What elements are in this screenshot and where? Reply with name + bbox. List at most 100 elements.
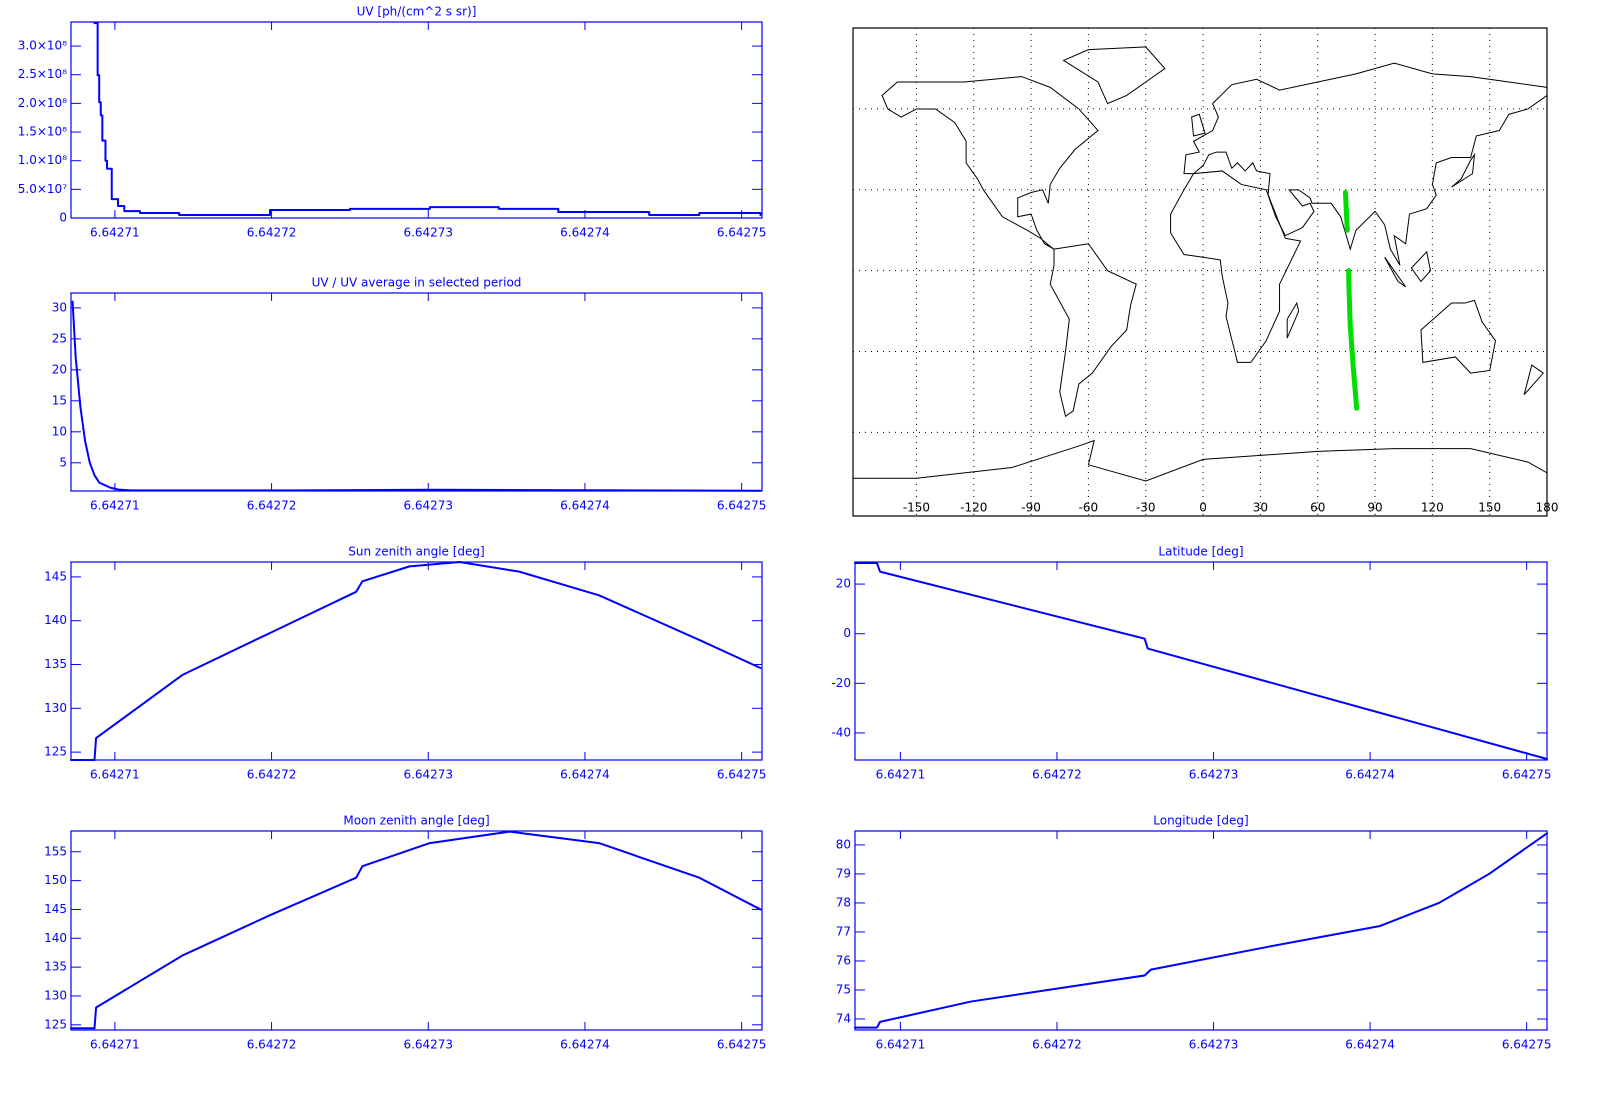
- y-tick-label: 5: [59, 455, 67, 469]
- y-tick-label: 130: [44, 988, 67, 1002]
- y-tick-label: 25: [52, 331, 67, 345]
- x-tick-label: 6.64274: [560, 226, 610, 240]
- y-tick-label: 145: [44, 569, 67, 583]
- y-tick-label: 30: [52, 300, 67, 314]
- y-tick-label: 135: [44, 960, 67, 974]
- x-tick-label: 6.64272: [1032, 1038, 1082, 1052]
- x-tick-label: -120: [960, 501, 987, 515]
- x-tick-label: 6.64275: [717, 1038, 767, 1052]
- x-tick-label: 120: [1421, 501, 1444, 515]
- y-tick-label: 75: [836, 982, 851, 996]
- x-tick-label: 6.64274: [560, 499, 610, 513]
- y-tick-label: 1.0×10⁸: [18, 153, 67, 167]
- plot-frame: [852, 27, 1548, 517]
- x-tick-label: 6.64275: [717, 768, 767, 782]
- x-tick-label: -60: [1079, 501, 1099, 515]
- y-tick-label: 80: [836, 837, 851, 851]
- x-tick-label: 180: [1536, 501, 1559, 515]
- x-tick-label: -150: [903, 501, 930, 515]
- x-tick-label: 6.64272: [247, 226, 297, 240]
- plot-frame: [70, 292, 763, 492]
- x-tick-label: 6.64273: [403, 226, 453, 240]
- x-tick-label: 6.64274: [560, 1038, 610, 1052]
- data-line: [854, 561, 1548, 761]
- x-tick-label: 0: [1199, 501, 1207, 515]
- chart-title: Sun zenith angle [deg]: [348, 545, 484, 559]
- y-tick-label: 130: [44, 701, 67, 715]
- x-tick-label: 6.64274: [1345, 768, 1395, 782]
- x-tick-label: 6.64271: [876, 768, 926, 782]
- x-tick-label: 6.64271: [90, 1038, 140, 1052]
- x-tick-label: 6.64273: [403, 1038, 453, 1052]
- coastlines: [850, 47, 1557, 481]
- x-tick-label: 6.64273: [1189, 768, 1239, 782]
- y-tick-label: 3.0×10⁸: [18, 39, 67, 53]
- chart-title: Moon zenith angle [deg]: [343, 814, 489, 828]
- x-tick-label: 6.64274: [560, 768, 610, 782]
- x-tick-label: 6.64272: [247, 768, 297, 782]
- x-tick-label: 6.64273: [403, 768, 453, 782]
- data-line: [71, 300, 762, 492]
- chart-title: Latitude [deg]: [1158, 545, 1243, 559]
- x-tick-label: 6.64272: [1032, 768, 1082, 782]
- x-tick-label: 30: [1253, 501, 1268, 515]
- x-tick-label: 60: [1310, 501, 1325, 515]
- x-tick-label: 6.64272: [247, 1038, 297, 1052]
- chart-title: Longitude [deg]: [1153, 814, 1248, 828]
- data-line: [70, 561, 762, 761]
- data-line: [93, 22, 762, 216]
- x-tick-label: 6.64274: [1345, 1038, 1395, 1052]
- y-tick-label: 20: [836, 577, 851, 591]
- x-tick-label: 6.64271: [90, 768, 140, 782]
- y-tick-label: 1.5×10⁸: [18, 125, 67, 139]
- x-tick-label: 6.64271: [90, 226, 140, 240]
- y-tick-label: 140: [44, 613, 67, 627]
- y-tick-label: 20: [52, 362, 67, 376]
- track: [1346, 268, 1360, 411]
- x-tick-label: 6.64275: [717, 226, 767, 240]
- y-tick-label: 125: [44, 1017, 67, 1031]
- chart-title: UV / UV average in selected period: [312, 276, 522, 290]
- x-tick-label: 6.64271: [90, 499, 140, 513]
- x-tick-label: 6.64275: [1502, 768, 1552, 782]
- y-tick-label: -40: [831, 725, 851, 739]
- y-tick-label: 140: [44, 931, 67, 945]
- data-line: [854, 832, 1548, 1029]
- y-tick-label: 78: [836, 895, 851, 909]
- x-tick-label: -30: [1136, 501, 1156, 515]
- chart-title: UV [ph/(cm^2 s sr)]: [357, 5, 477, 19]
- x-tick-label: 6.64273: [1189, 1038, 1239, 1052]
- plot-frame: [854, 830, 1548, 1031]
- x-tick-label: 150: [1478, 501, 1501, 515]
- y-tick-label: 135: [44, 657, 67, 671]
- x-tick-label: 6.64275: [1502, 1038, 1552, 1052]
- y-tick-label: 10: [52, 424, 67, 438]
- y-tick-label: 74: [836, 1011, 851, 1025]
- data-line: [70, 830, 762, 1030]
- x-tick-label: 6.64273: [403, 499, 453, 513]
- y-tick-label: -20: [831, 676, 851, 690]
- y-tick-label: 15: [52, 393, 67, 407]
- plot-frame: [70, 561, 763, 761]
- x-tick-label: 90: [1367, 501, 1382, 515]
- y-tick-label: 0: [843, 626, 851, 640]
- y-tick-label: 0: [59, 211, 67, 225]
- y-tick-label: 125: [44, 745, 67, 759]
- y-tick-label: 150: [44, 873, 67, 887]
- y-tick-label: 76: [836, 953, 851, 967]
- y-tick-label: 2.5×10⁸: [18, 67, 67, 81]
- y-tick-label: 155: [44, 844, 67, 858]
- plot-frame: [854, 561, 1548, 761]
- y-tick-label: 2.0×10⁸: [18, 96, 67, 110]
- track: [1342, 189, 1350, 233]
- y-tick-label: 79: [836, 866, 851, 880]
- x-tick-label: 6.64271: [876, 1038, 926, 1052]
- x-tick-label: 6.64275: [717, 499, 767, 513]
- plot-frame: [70, 21, 763, 219]
- y-tick-label: 145: [44, 902, 67, 916]
- y-tick-label: 77: [836, 924, 851, 938]
- x-tick-label: -90: [1021, 501, 1041, 515]
- plot-frame: [70, 830, 763, 1031]
